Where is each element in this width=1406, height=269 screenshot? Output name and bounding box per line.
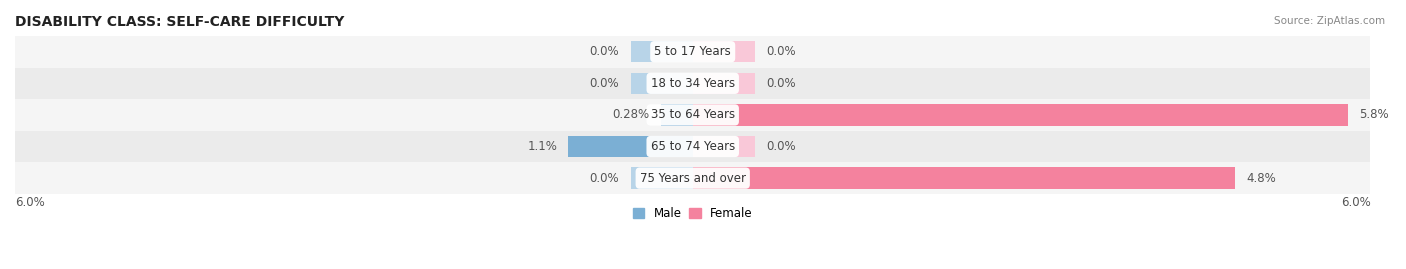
Text: 0.0%: 0.0% — [589, 77, 619, 90]
Bar — [693, 167, 1234, 189]
Bar — [661, 104, 693, 126]
Bar — [15, 99, 1371, 131]
Text: 4.8%: 4.8% — [1246, 172, 1277, 185]
Bar — [568, 136, 693, 157]
Text: 0.28%: 0.28% — [613, 108, 650, 121]
Bar — [693, 73, 755, 94]
Bar — [631, 73, 693, 94]
Text: Source: ZipAtlas.com: Source: ZipAtlas.com — [1274, 16, 1385, 26]
Text: 65 to 74 Years: 65 to 74 Years — [651, 140, 735, 153]
Text: 6.0%: 6.0% — [15, 196, 45, 209]
Bar — [631, 167, 693, 189]
Text: 75 Years and over: 75 Years and over — [640, 172, 745, 185]
Text: 0.0%: 0.0% — [766, 140, 796, 153]
Bar — [693, 136, 755, 157]
Text: DISABILITY CLASS: SELF-CARE DIFFICULTY: DISABILITY CLASS: SELF-CARE DIFFICULTY — [15, 15, 344, 29]
Bar — [15, 68, 1371, 99]
Bar — [693, 104, 1348, 126]
Text: 35 to 64 Years: 35 to 64 Years — [651, 108, 735, 121]
Text: 6.0%: 6.0% — [1341, 196, 1371, 209]
Bar — [631, 41, 693, 62]
Text: 18 to 34 Years: 18 to 34 Years — [651, 77, 735, 90]
Text: 5 to 17 Years: 5 to 17 Years — [654, 45, 731, 58]
Bar — [15, 131, 1371, 162]
Text: 0.0%: 0.0% — [589, 172, 619, 185]
Legend: Male, Female: Male, Female — [628, 203, 758, 225]
Bar — [15, 162, 1371, 194]
Text: 0.0%: 0.0% — [766, 77, 796, 90]
Text: 0.0%: 0.0% — [766, 45, 796, 58]
Text: 0.0%: 0.0% — [589, 45, 619, 58]
Bar — [693, 41, 755, 62]
Bar — [15, 36, 1371, 68]
Text: 5.8%: 5.8% — [1360, 108, 1389, 121]
Text: 1.1%: 1.1% — [527, 140, 557, 153]
